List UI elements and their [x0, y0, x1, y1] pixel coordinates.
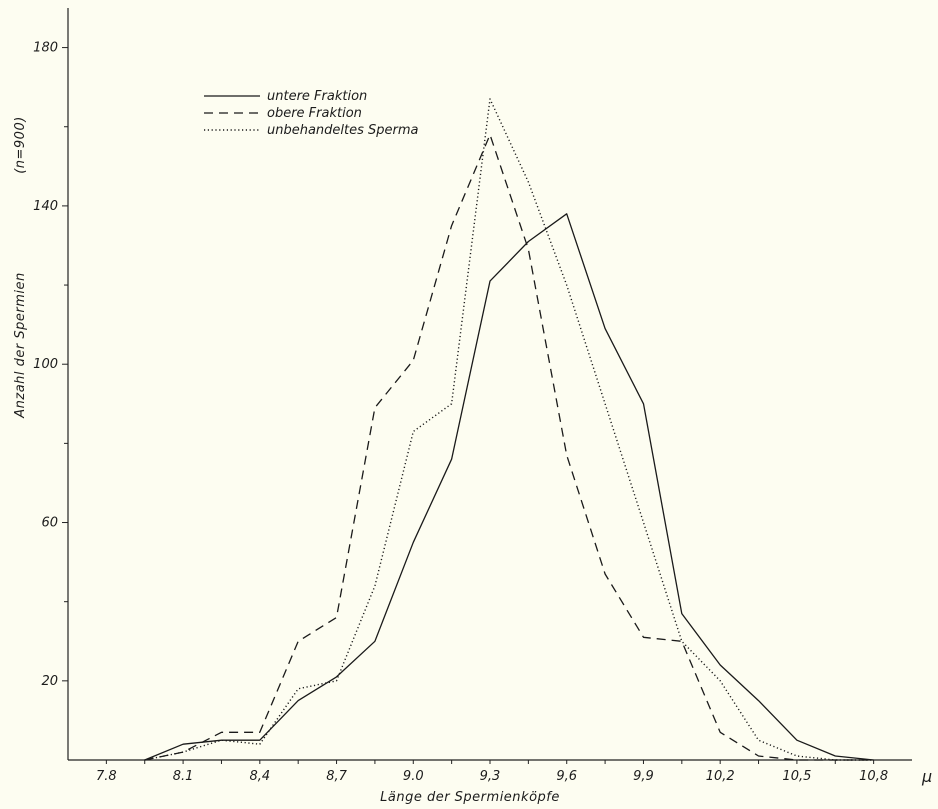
y-axis-title: Anzahl der Spermien: [13, 272, 28, 419]
y-tick-label: 60: [41, 516, 58, 531]
y-tick-label: 140: [33, 199, 58, 214]
legend-label-3: unbehandeltes Sperma: [267, 123, 419, 138]
x-axis-unit: μ: [921, 767, 933, 786]
series-line-1: [144, 213, 874, 761]
y-tick-label: 100: [33, 357, 58, 372]
y-axis-title-note: (n=900): [13, 116, 28, 174]
x-tick-label: 8,4: [249, 769, 270, 784]
series-layer: [144, 98, 874, 761]
x-tick-label: 9.0: [403, 769, 424, 784]
y-tick-label: 180: [33, 41, 58, 56]
x-tick-label: 9,3: [480, 769, 501, 784]
x-tick-label: 8,7: [326, 769, 347, 784]
x-tick-label: 9,9: [633, 769, 654, 784]
x-tick-label: 9,6: [556, 769, 577, 784]
x-tick-label: 10,8: [859, 769, 888, 784]
y-axis-title-group: Anzahl der Spermien (n=900): [13, 116, 28, 419]
x-tick-label: 10,5: [782, 769, 811, 784]
series-line-2: [144, 134, 874, 761]
y-tick-label: 20: [41, 674, 58, 689]
series-line-3: [144, 98, 874, 761]
x-tick-label: 7.8: [96, 769, 117, 784]
legend-label-2: obere Fraktion: [267, 106, 362, 121]
legend-label-1: untere Fraktion: [267, 89, 367, 104]
x-axis-title: Länge der Spermienköpfe: [380, 790, 560, 805]
legend: untere Fraktion obere Fraktion unbehandelt…: [204, 89, 419, 138]
x-tick-label: 8.1: [173, 769, 194, 784]
chart-axes: [67, 8, 912, 761]
tick-marks: 20 60 100 140 180 7.8 8.1 8,4 8,7 9.0 9,3 9,6 9,9 10,…: [33, 41, 888, 784]
x-tick-label: 10,2: [706, 769, 735, 784]
